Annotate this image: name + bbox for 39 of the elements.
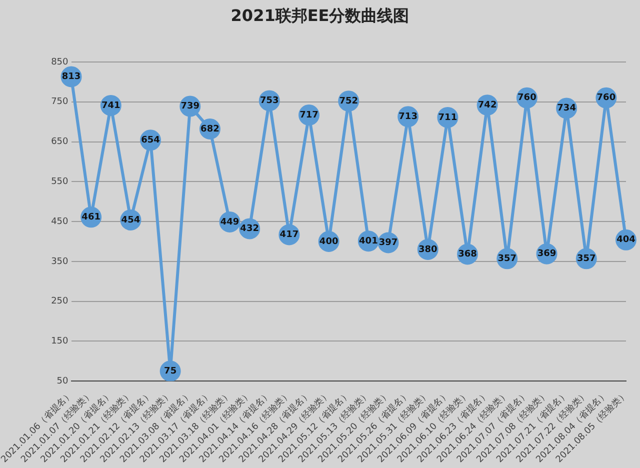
data-label: 711	[438, 112, 458, 123]
data-label: 713	[398, 112, 418, 122]
chart-title: 2021联邦EE分数曲线图	[230, 6, 410, 27]
data-label: 369	[537, 249, 556, 260]
data-label: 417	[280, 230, 299, 240]
data-label: 397	[378, 238, 398, 248]
y-tick-label: 150	[51, 336, 69, 347]
data-label: 717	[300, 110, 318, 120]
data-label: 401	[359, 236, 378, 246]
data-label: 454	[121, 215, 140, 226]
y-tick-label: 50	[56, 376, 69, 386]
data-label: 682	[200, 124, 220, 134]
data-label: 449	[220, 217, 240, 228]
data-label: 380	[418, 244, 438, 255]
data-label: 75	[164, 366, 177, 376]
data-label: 432	[240, 224, 259, 234]
data-label: 760	[596, 93, 616, 104]
y-tick-label: 650	[51, 137, 69, 148]
data-label: 404	[616, 235, 636, 246]
data-label: 734	[557, 104, 576, 114]
y-tick-label: 350	[51, 256, 69, 267]
data-label: 753	[260, 96, 279, 106]
data-label: 739	[180, 102, 200, 112]
data-label: 400	[319, 236, 338, 247]
data-label: 461	[82, 212, 100, 223]
data-label: 357	[498, 254, 517, 264]
y-tick-label: 450	[51, 216, 69, 227]
y-tick-label: 250	[51, 296, 69, 307]
y-tick-label: 850	[51, 57, 69, 68]
data-label: 752	[339, 96, 358, 106]
data-label: 368	[458, 250, 477, 260]
data-label: 741	[101, 100, 120, 111]
y-tick-label: 750	[51, 97, 69, 108]
data-label: 813	[62, 72, 81, 82]
data-label: 654	[141, 136, 160, 146]
y-tick-label: 550	[51, 177, 69, 188]
data-label: 742	[478, 100, 497, 110]
data-label: 760	[518, 93, 536, 104]
data-label: 357	[576, 254, 596, 264]
